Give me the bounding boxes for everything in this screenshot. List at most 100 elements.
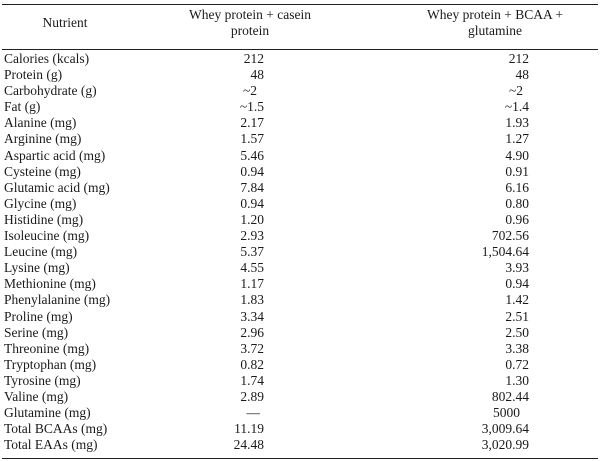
nutrient-name: Protein (g): [4, 67, 63, 83]
table-row: Tryptophan (mg) 0.82 0.72: [0, 357, 601, 373]
table-row: Proline (mg) 3.34 2.51: [0, 309, 601, 325]
nutrient-name: Histidine (mg): [4, 211, 84, 227]
table-row: Isoleucine (mg) 2.93 702.56: [0, 228, 601, 244]
nutrient-name: Tyrosine (mg): [4, 372, 81, 388]
whey-casein-value: 2.89: [240, 388, 264, 404]
nutrient-name: Glutamine (mg): [4, 405, 91, 421]
table-top-rule: [2, 4, 598, 5]
whey-casein-value: ~2: [242, 83, 257, 99]
whey-casein-value: 2.17: [240, 115, 264, 131]
nutrient-name: Total BCAAs (mg): [4, 421, 108, 437]
whey-casein-value: 5.46: [240, 147, 264, 163]
table-row: Methionine (mg) 1.17 0.94: [0, 276, 601, 292]
table-row: Tyrosine (mg) 1.74 1.30: [0, 373, 601, 389]
whey-bcaa-value: 0.72: [505, 356, 529, 372]
table-bottom-rule: [2, 458, 598, 459]
whey-casein-value: 1.57: [240, 131, 264, 147]
whey-bcaa-value: 0.80: [505, 195, 529, 211]
whey-bcaa-value: ~2: [508, 83, 523, 99]
header-whey-bcaa: Whey protein + BCAA + glutamine: [395, 7, 595, 39]
header-whey-bcaa-line2: glutamine: [468, 23, 522, 38]
whey-casein-value: 0.94: [240, 195, 264, 211]
nutrient-name: Phenylalanine (mg): [4, 292, 111, 308]
whey-bcaa-value: 0.91: [505, 163, 529, 179]
table-row: Arginine (mg) 1.57 1.27: [0, 131, 601, 147]
whey-casein-value: ~1.5: [239, 99, 264, 115]
header-whey-casein-line2: protein: [230, 23, 270, 38]
header-whey-casein: Whey protein + casein protein: [160, 7, 340, 39]
whey-casein-value: 1.83: [240, 292, 264, 308]
table-row: Aspartic acid (mg) 5.46 4.90: [0, 148, 601, 164]
whey-bcaa-value: 1.30: [505, 372, 529, 388]
header-rule: [2, 49, 598, 50]
nutrient-name: Tryptophan (mg): [4, 356, 97, 372]
nutrient-name: Aspartic acid (mg): [4, 147, 106, 163]
nutrient-name: Glycine (mg): [4, 195, 77, 211]
table-row: Lysine (mg) 4.55 3.93: [0, 260, 601, 276]
nutrient-name: Lysine (mg): [4, 260, 70, 276]
table-row: Alanine (mg) 2.17 1.93: [0, 115, 601, 131]
whey-bcaa-value: 3.38: [505, 340, 529, 356]
whey-casein-value: 3.72: [240, 340, 264, 356]
whey-bcaa-value: ~1.4: [504, 99, 529, 115]
table-row: Protein (g) 48 48: [0, 67, 601, 83]
table-row: Threonine (mg) 3.72 3.38: [0, 341, 601, 357]
table-row: Histidine (mg) 1.20 0.96: [0, 212, 601, 228]
whey-bcaa-value: 5000: [493, 405, 520, 421]
nutrient-name: Leucine (mg): [4, 244, 78, 260]
header-nutrient: Nutrient: [42, 15, 88, 30]
table-row: Calories (kcals) 212 212: [0, 51, 601, 67]
table-row: Cysteine (mg) 0.94 0.91: [0, 164, 601, 180]
table-row: Valine (mg) 2.89 802.44: [0, 389, 601, 405]
table-row: Phenylalanine (mg) 1.83 1.42: [0, 292, 601, 308]
table-row: Glutamic acid (mg) 7.84 6.16: [0, 180, 601, 196]
nutrient-name: Calories (kcals): [4, 51, 90, 66]
whey-casein-value: 7.84: [240, 179, 264, 195]
whey-casein-value: 11.19: [234, 421, 264, 437]
nutrient-name: Total EAAs (mg): [4, 437, 98, 453]
whey-casein-value: 3.34: [240, 308, 264, 324]
whey-bcaa-value: 2.51: [505, 308, 529, 324]
nutrient-name: Isoleucine (mg): [4, 228, 90, 244]
whey-bcaa-value: 48: [515, 67, 530, 83]
whey-casein-value: 0.94: [240, 163, 264, 179]
whey-bcaa-value: 3,009.64: [481, 421, 529, 437]
table-row: Glutamine (mg) — 5000: [0, 405, 601, 421]
whey-bcaa-value: 1.27: [505, 131, 529, 147]
nutrient-name: Fat (g): [4, 99, 41, 115]
table-row: Total BCAAs (mg) 11.19 3,009.64: [0, 421, 601, 437]
nutrient-name: Alanine (mg): [4, 115, 77, 131]
whey-casein-value: 2.93: [240, 228, 264, 244]
whey-casein-value: 24.48: [233, 437, 264, 453]
table-row: Fat (g) ~1.5 ~1.4: [0, 99, 601, 115]
whey-casein-value: 4.55: [240, 260, 264, 276]
whey-casein-value: —: [246, 405, 261, 421]
table-row: Total EAAs (mg) 24.48 3,020.99: [0, 437, 601, 453]
whey-bcaa-value: 6.16: [505, 179, 529, 195]
nutrient-name: Cysteine (mg): [4, 163, 81, 179]
nutrient-name: Glutamic acid (mg): [4, 179, 110, 195]
whey-bcaa-value: 212: [508, 51, 529, 66]
whey-bcaa-value: 1,504.64: [481, 244, 529, 260]
table-row: Leucine (mg) 5.37 1,504.64: [0, 244, 601, 260]
table-row: Carbohydrate (g) ~2 ~2: [0, 83, 601, 99]
nutrient-name: Proline (mg): [4, 308, 73, 324]
whey-bcaa-value: 1.93: [505, 115, 529, 131]
whey-casein-value: 1.17: [240, 276, 264, 292]
whey-bcaa-value: 1.42: [505, 292, 529, 308]
whey-bcaa-value: 4.90: [505, 147, 529, 163]
header-whey-bcaa-line1: Whey protein + BCAA +: [427, 7, 563, 22]
whey-bcaa-value: 3,020.99: [481, 437, 529, 453]
whey-casein-value: 48: [250, 67, 265, 83]
whey-bcaa-value: 702.56: [491, 228, 529, 244]
whey-casein-value: 1.74: [240, 372, 264, 388]
whey-casein-value: 1.20: [240, 211, 264, 227]
whey-bcaa-value: 2.50: [505, 324, 529, 340]
nutrient-name: Arginine (mg): [4, 131, 82, 147]
whey-bcaa-value: 3.93: [505, 260, 529, 276]
table-row: Serine (mg) 2.96 2.50: [0, 325, 601, 341]
whey-casein-value: 2.96: [240, 324, 264, 340]
whey-bcaa-value: 0.96: [505, 211, 529, 227]
table-row: Glycine (mg) 0.94 0.80: [0, 196, 601, 212]
